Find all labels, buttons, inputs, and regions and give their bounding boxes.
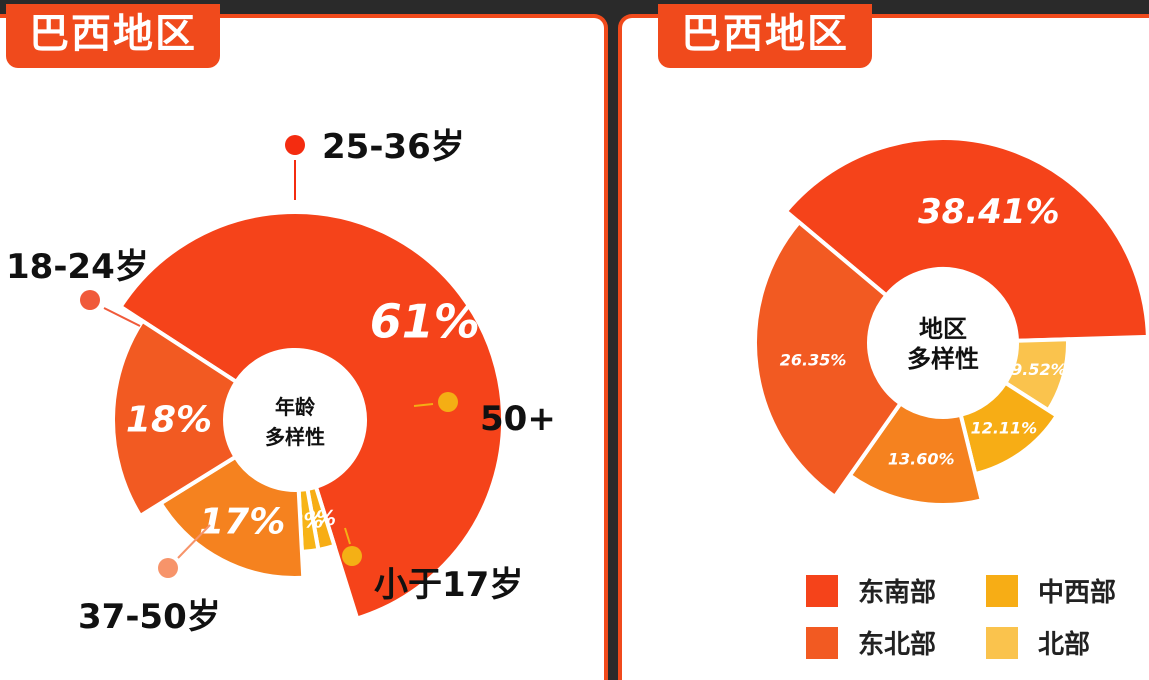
chart0-label-dot-3	[158, 558, 178, 578]
legend-swatch-northeast	[806, 626, 838, 659]
chart0-slice-3	[157, 454, 306, 580]
chart0-center-label-1: 年龄	[275, 395, 316, 419]
legend-label-northeast: 东北部	[858, 630, 937, 660]
region-panel-title: 巴西地区	[658, 4, 872, 68]
chart0-category-label-2: 小于17岁	[374, 565, 523, 605]
chart0-value-label-4: 18%	[126, 399, 212, 440]
legend-item-north: 北部	[986, 624, 1090, 661]
chart1-value-label-1: 9.52%	[1011, 360, 1067, 379]
chart1-value-label-2: 12.11%	[971, 419, 1038, 438]
chart0-slice-0	[117, 210, 505, 621]
legend-swatch-north	[986, 626, 1018, 659]
chart1-center-label-2: 多样性	[907, 345, 979, 373]
chart0-leader-line-2	[344, 527, 351, 545]
legend-swatch-southeast	[806, 574, 838, 607]
legend-item-midwest: 中西部	[986, 572, 1116, 609]
chart0-slice-4	[111, 318, 240, 519]
legend-label-north: 北部	[1038, 630, 1091, 660]
chart1-value-label-4: 26.35%	[780, 351, 847, 370]
legend-label-southeast: 东南部	[858, 578, 937, 608]
chart0-label-dot-0	[285, 135, 305, 155]
legend-swatch-midwest	[986, 574, 1018, 607]
chart0-value-label-0: 61%	[370, 295, 480, 349]
chart0-center-label-2: 多样性	[265, 425, 325, 449]
chart0-category-label-1: 50+	[480, 399, 556, 439]
chart0-leader-line-4	[103, 307, 141, 327]
chart0-center-hole	[227, 352, 363, 488]
chart1-value-label-0: 38.41%	[918, 192, 1060, 232]
chart0-value-label-3: 17%	[199, 502, 285, 543]
age-panel-title: 巴西地区	[6, 4, 220, 68]
legend-item-northeast: 东北部	[806, 624, 936, 661]
chart0-leader-line-1	[413, 403, 434, 407]
legend-item-southeast: 东南部	[806, 572, 936, 609]
chart0-category-label-0: 25-36岁	[322, 127, 465, 167]
chart1-value-label-3: 13.60%	[888, 450, 955, 469]
chart0-label-dot-1	[438, 392, 458, 412]
chart0-category-label-4: 18-24岁	[6, 247, 149, 287]
chart0-label-dot-4	[80, 290, 100, 310]
chart1-center-hole	[871, 271, 1015, 415]
chart0-label-dot-2	[342, 546, 362, 566]
chart0-category-label-3: 37-50岁	[78, 597, 221, 637]
chart1-slice-0	[783, 136, 1149, 343]
chart1-slice-4	[753, 219, 904, 500]
legend-label-midwest: 中西部	[1038, 578, 1117, 608]
chart1-center-label-1: 地区	[919, 315, 967, 343]
chart0-leader-line-3	[177, 524, 211, 559]
